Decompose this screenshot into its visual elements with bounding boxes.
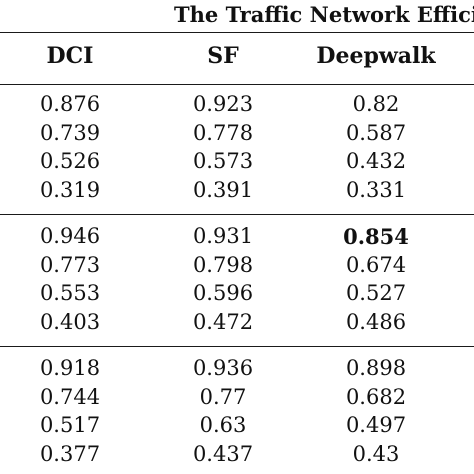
column-header-dci: DCI: [46, 43, 94, 69]
cell-deepwalk: 0.587: [345, 120, 407, 145]
cell-deepwalk: 0.674: [345, 252, 407, 277]
cell-sf: 0.437: [192, 441, 254, 466]
cell-dci: 0.553: [39, 281, 101, 305]
cell-deepwalk: 0.682: [345, 384, 407, 409]
column-header-deepwalk: Deepwalk: [316, 43, 436, 69]
cell-deepwalk: 0.527: [345, 281, 407, 305]
cell-sf: 0.472: [192, 309, 254, 334]
column-header-sf: SF: [207, 43, 239, 69]
cell-deepwalk: 0.432: [345, 149, 407, 173]
cell-sf: 0.798: [192, 252, 254, 277]
cell-sf: 0.596: [192, 281, 254, 305]
cell-deepwalk: 0.331: [345, 177, 407, 202]
cell-sf: 0.923: [192, 92, 254, 116]
cell-dci: 0.739: [39, 120, 101, 145]
cell-sf: 0.573: [192, 149, 254, 173]
caption-underline: [0, 32, 474, 33]
cell-deepwalk: 0.43: [352, 441, 400, 466]
group-divider-2: [0, 346, 474, 347]
cell-sf: 0.63: [199, 413, 247, 437]
cell-dci: 0.918: [39, 356, 101, 380]
cell-deepwalk: 0.486: [345, 309, 407, 334]
cell-sf: 0.391: [192, 177, 254, 202]
cell-dci: 0.526: [39, 149, 101, 173]
cell-sf: 0.77: [199, 384, 247, 409]
cell-dci: 0.773: [39, 252, 101, 277]
cell-dci: 0.377: [39, 441, 101, 466]
cell-sf: 0.931: [192, 224, 254, 248]
cell-dci: 0.876: [39, 92, 101, 116]
header-rule: [0, 84, 474, 85]
cell-dci: 0.517: [39, 413, 101, 437]
cell-sf: 0.778: [192, 120, 254, 145]
cell-deepwalk: 0.82: [352, 92, 400, 116]
cell-deepwalk: 0.854: [343, 224, 409, 249]
cell-dci: 0.319: [39, 177, 101, 202]
group-divider-1: [0, 214, 474, 215]
cell-deepwalk: 0.497: [345, 413, 407, 437]
cell-dci: 0.946: [39, 224, 101, 248]
cell-sf: 0.936: [192, 356, 254, 380]
cell-deepwalk: 0.898: [345, 356, 407, 380]
cell-dci: 0.744: [39, 384, 101, 409]
cell-dci: 0.403: [39, 309, 101, 334]
table-caption: The Traffic Network Efficie: [174, 2, 474, 27]
